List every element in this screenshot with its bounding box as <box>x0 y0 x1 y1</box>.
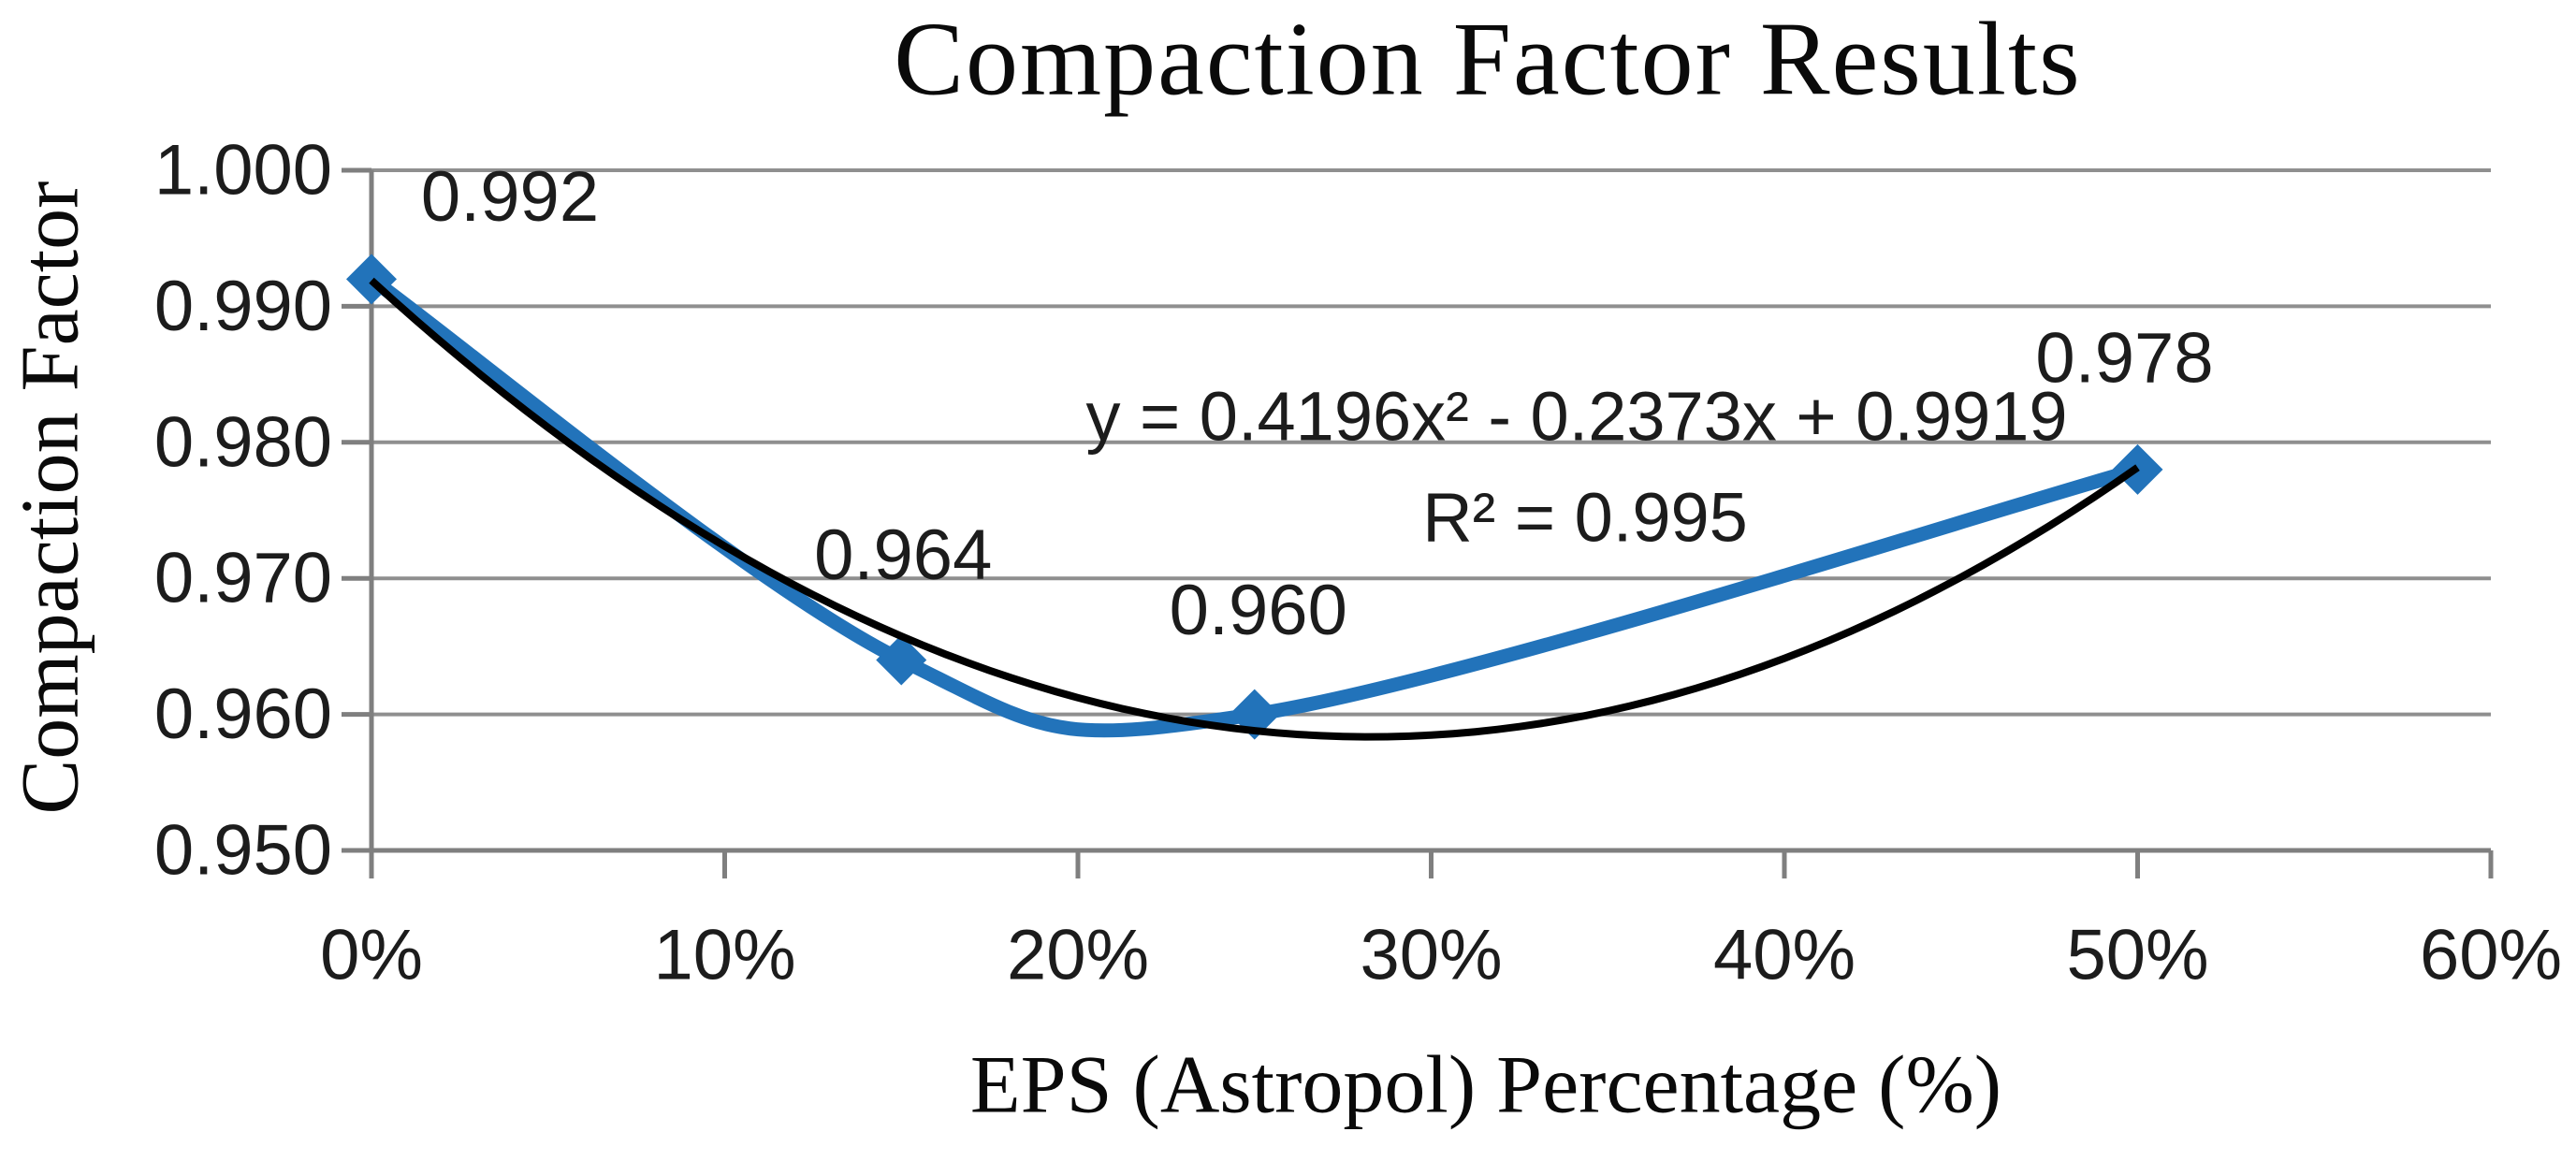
x-tick-label: 0% <box>320 916 423 995</box>
x-tick-label: 40% <box>1713 916 1856 995</box>
trendline-equation: y = 0.4196x² - 0.2373x + 0.9919 <box>1085 377 2068 456</box>
data-label: 0.960 <box>1170 571 1347 650</box>
data-label: 0.978 <box>2035 318 2213 398</box>
y-tick-label: 0.960 <box>154 675 332 754</box>
data-label: 0.964 <box>814 515 992 595</box>
chart-title: Compaction Factor Results <box>894 1 2082 118</box>
data-label: 0.992 <box>421 157 599 237</box>
y-tick-label: 0.980 <box>154 402 332 482</box>
data-point-marker <box>876 634 927 686</box>
y-tick-label: 0.950 <box>154 811 332 891</box>
x-tick-label: 20% <box>1007 916 1149 995</box>
trendline <box>369 277 2140 741</box>
series-line <box>364 271 2145 738</box>
y-tick-label: 0.990 <box>154 267 332 346</box>
x-tick-label: 30% <box>1360 916 1502 995</box>
y-tick-label: 0.970 <box>154 539 332 618</box>
x-axis-title: EPS (Astropol) Percentage (%) <box>969 1039 2002 1131</box>
y-tick-label: 1.000 <box>154 131 332 210</box>
trendline-r-squared: R² = 0.995 <box>1422 478 1748 557</box>
x-tick-label: 10% <box>653 916 795 995</box>
y-axis-title: Compaction Factor <box>5 181 96 815</box>
x-tick-label: 60% <box>2420 916 2562 995</box>
x-tick-label: 50% <box>2066 916 2208 995</box>
